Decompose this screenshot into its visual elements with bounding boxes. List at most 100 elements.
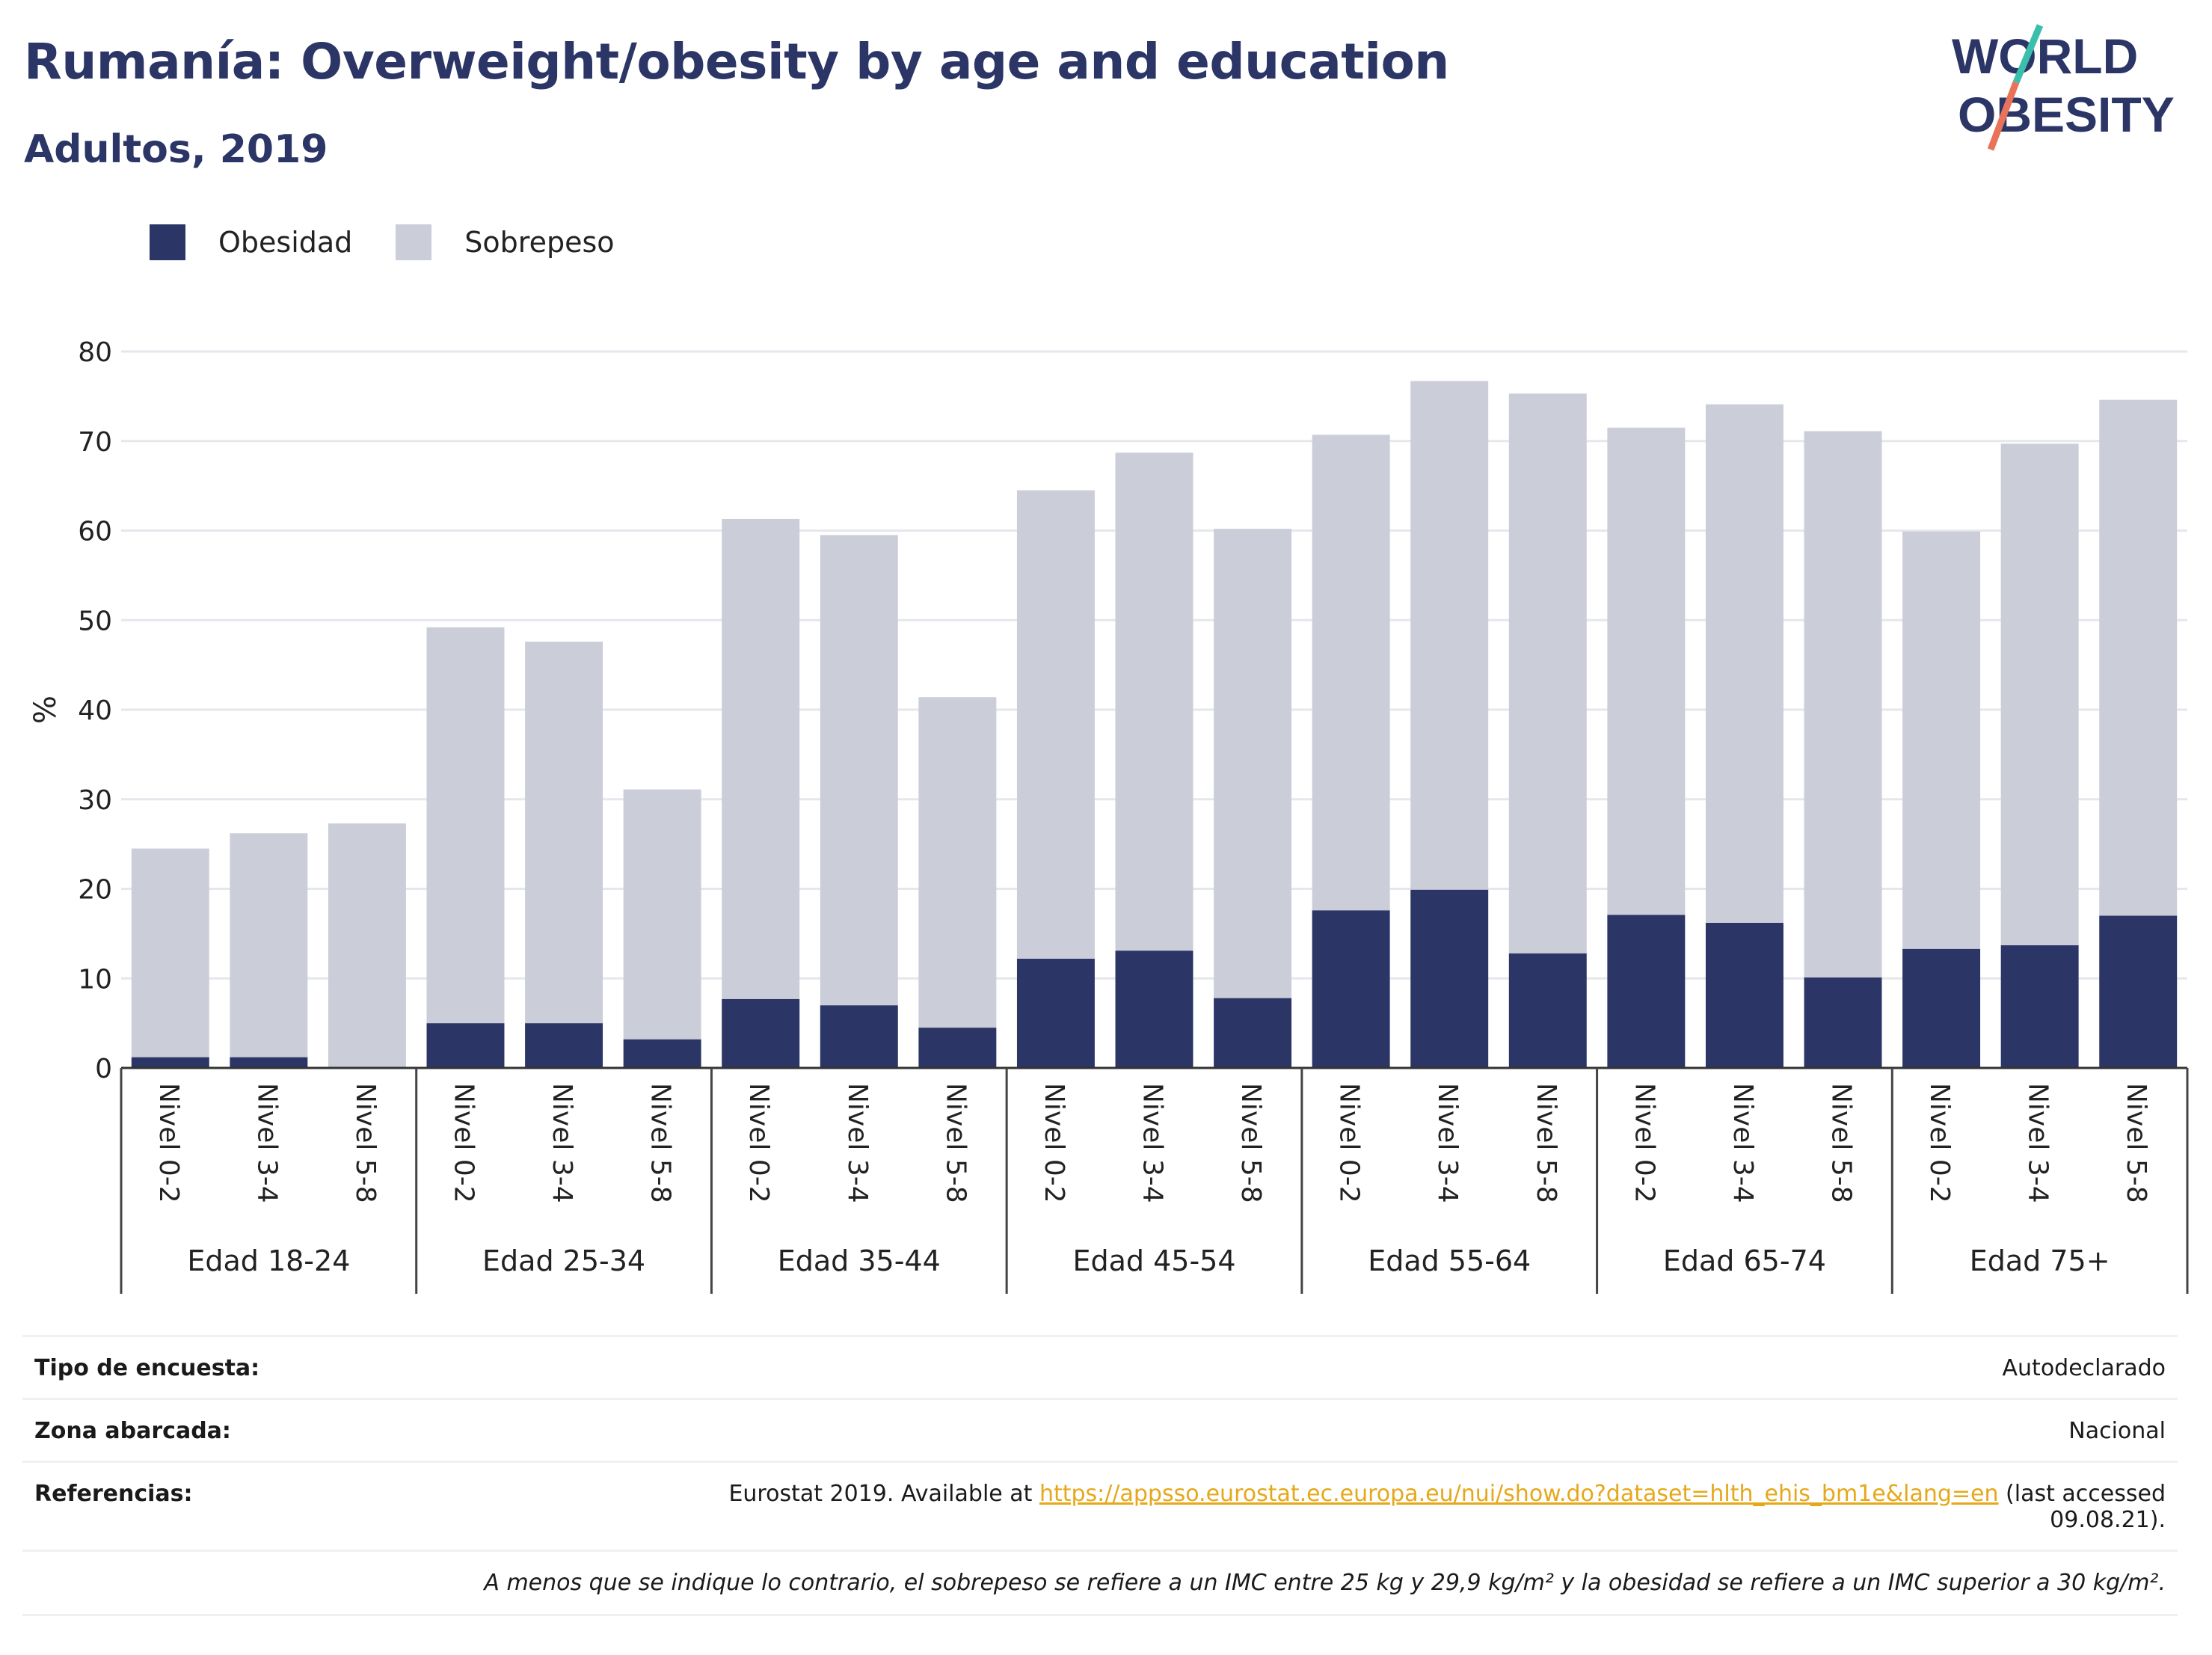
bar-obesity	[918, 1028, 997, 1068]
legend-item-overweight: Sobrepeso	[396, 224, 615, 260]
x-tick-label: Nivel 0-2	[153, 1083, 184, 1203]
x-tick-label: Nivel 3-4	[1727, 1083, 1758, 1203]
group-label: Edad 75+	[1970, 1244, 2110, 1277]
logo-line1: WORLD	[1952, 28, 2138, 84]
x-tick-label: Nivel 5-8	[350, 1083, 381, 1203]
references-label: Referencias:	[34, 1481, 193, 1507]
logo-line2: OBESITY	[1958, 87, 2175, 142]
logo-slash-teal	[2012, 24, 2044, 84]
x-tick-label: Nivel 3-4	[1432, 1083, 1463, 1203]
x-tick-label: Nivel 3-4	[1137, 1083, 1168, 1203]
y-tick-label: 30	[78, 785, 112, 816]
bar-obesity	[820, 1005, 898, 1068]
y-axis-label: %	[28, 696, 63, 724]
references-prefix: Eurostat 2019. Available at	[728, 1481, 1039, 1507]
x-tick-label: Nivel 5-8	[645, 1083, 676, 1203]
chart-subtitle: Adultos, 2019	[24, 127, 328, 172]
group-label: Edad 45-54	[1072, 1244, 1235, 1277]
x-tick-label: Nivel 0-2	[449, 1083, 479, 1203]
group-label: Edad 65-74	[1663, 1244, 1826, 1277]
survey-type-value: Autodeclarado	[2002, 1355, 2166, 1381]
bar-obesity	[230, 1057, 308, 1068]
y-tick-label: 80	[78, 337, 112, 368]
bar-obesity	[2000, 945, 2079, 1068]
bar-obesity	[1016, 958, 1095, 1068]
info-row-survey-type: Tipo de encuesta: Autodeclarado	[22, 1335, 2178, 1398]
bar-overweight	[525, 641, 603, 1024]
bar-obesity	[1312, 910, 1390, 1068]
bar-overweight	[131, 848, 209, 1057]
bar-obesity	[2099, 915, 2178, 1068]
group-label: Edad 25-34	[482, 1244, 645, 1277]
group-label: Edad 35-44	[778, 1244, 941, 1277]
bar-overweight	[623, 789, 701, 1040]
x-tick-label: Nivel 5-8	[940, 1083, 971, 1203]
legend-swatch-obesity	[150, 224, 185, 260]
legend-label-overweight: Sobrepeso	[464, 226, 615, 259]
y-tick-label: 20	[78, 875, 112, 906]
bar-overweight	[820, 535, 898, 1006]
bar-overweight	[1902, 531, 1981, 949]
logo-slash-coral	[1987, 81, 2020, 151]
x-tick-label: Nivel 3-4	[842, 1083, 873, 1203]
bar-obesity	[1607, 915, 1686, 1068]
x-tick-label: Nivel 5-8	[1235, 1083, 1266, 1203]
bar-overweight	[1410, 381, 1489, 890]
bar-overweight	[328, 823, 406, 1067]
bar-obesity	[1214, 998, 1292, 1068]
x-tick-label: Nivel 3-4	[2023, 1083, 2053, 1203]
bar-overweight	[1607, 427, 1686, 915]
bar-overweight	[2099, 399, 2178, 916]
bar-obesity	[722, 998, 800, 1068]
x-tick-label: Nivel 5-8	[1531, 1083, 1561, 1203]
world-obesity-logo: WORLD OBESITY	[1952, 24, 2175, 151]
bar-obesity	[1410, 889, 1489, 1068]
group-label: Edad 18-24	[187, 1244, 350, 1277]
bar-obesity	[1508, 953, 1587, 1068]
bar-overweight	[1705, 404, 1784, 924]
bar-overweight	[918, 697, 997, 1028]
y-tick-label: 40	[78, 696, 112, 726]
bar-overweight	[722, 518, 800, 999]
y-tick-label: 10	[78, 964, 112, 995]
bar-overweight	[2000, 443, 2079, 945]
y-tick-label: 0	[95, 1054, 112, 1084]
x-tick-label: Nivel 5-8	[1826, 1083, 1857, 1203]
x-tick-label: Nivel 3-4	[547, 1083, 577, 1203]
area-label: Zona abarcada:	[34, 1418, 231, 1444]
info-row-area: Zona abarcada: Nacional	[22, 1398, 2178, 1461]
bar-overweight	[230, 833, 308, 1057]
bar-obesity	[1902, 948, 1981, 1068]
bar-obesity	[131, 1057, 209, 1068]
bar-overweight	[1214, 529, 1292, 998]
x-tick-label: Nivel 0-2	[1629, 1083, 1659, 1203]
legend-label-obesity: Obesidad	[218, 226, 353, 259]
bar-obesity	[1115, 951, 1193, 1068]
references-link[interactable]: https://appsso.eurostat.ec.europa.eu/nui…	[1039, 1481, 1999, 1507]
x-tick-label: Nivel 0-2	[1924, 1083, 1955, 1203]
bar-obesity	[1804, 977, 1882, 1068]
x-tick-label: Nivel 0-2	[743, 1083, 774, 1203]
x-tick-label: Nivel 3-4	[251, 1083, 282, 1203]
bar-overweight	[1016, 490, 1095, 959]
x-tick-label: Nivel 0-2	[1039, 1083, 1069, 1203]
references-value: Eurostat 2019. Available at https://apps…	[728, 1481, 2166, 1533]
bar-overweight	[1804, 431, 1882, 978]
x-tick-label: Nivel 5-8	[2121, 1083, 2151, 1203]
legend-item-obesity: Obesidad	[150, 224, 352, 260]
references-date: 09.08.21).	[2050, 1507, 2166, 1533]
chart-legend: Obesidad Sobrepeso	[150, 224, 658, 260]
y-tick-label: 50	[78, 606, 112, 636]
definition-note: A menos que se indique lo contrario, el …	[22, 1550, 2178, 1616]
chart-title: Rumanía: Overweight/obesity by age and e…	[24, 33, 1449, 90]
bar-obesity	[623, 1039, 701, 1068]
bar-obesity	[525, 1023, 603, 1068]
bar-obesity	[426, 1023, 505, 1068]
bar-overweight	[426, 627, 505, 1024]
stacked-bar-chart: 0 10 20 30 40 50 60 70 80% Nivel 0-2 Nivel 3-4 Nive…	[28, 337, 2189, 1294]
legend-swatch-overweight	[396, 224, 432, 260]
bar-overweight	[1312, 435, 1390, 911]
info-row-references: Referencias: Eurostat 2019. Available at…	[22, 1461, 2178, 1550]
x-tick-label: Nivel 0-2	[1334, 1083, 1365, 1203]
y-tick-label: 60	[78, 517, 112, 547]
